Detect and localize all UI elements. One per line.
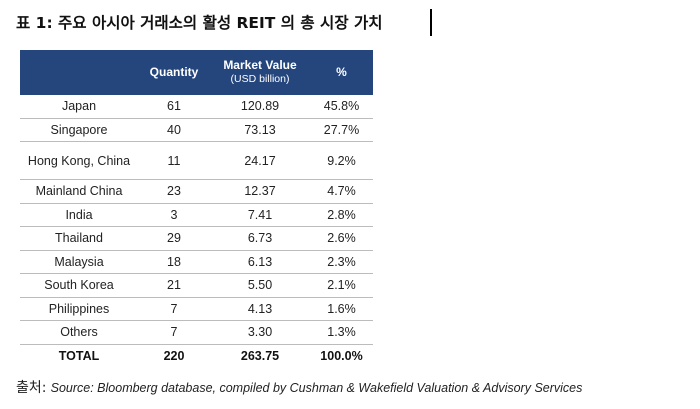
value-cell: 6.13	[210, 250, 310, 274]
header-market-value: Market Value (USD billion)	[210, 50, 310, 95]
percent-cell: 2.3%	[310, 250, 373, 274]
percent-cell: 2.8%	[310, 203, 373, 227]
value-cell: 4.13	[210, 297, 310, 321]
country-cell: India	[20, 203, 138, 227]
table-row: South Korea 21 5.50 2.1%	[20, 273, 373, 298]
percent-cell: 27.7%	[310, 118, 373, 142]
value-cell: 6.73	[210, 226, 310, 251]
value-cell: 73.13	[210, 118, 310, 142]
table-row: Hong Kong, China 11 24.17 9.2%	[20, 141, 373, 180]
source-text: Source: Bloomberg database, compiled by …	[50, 381, 583, 395]
table-row: Others 7 3.30 1.3%	[20, 320, 373, 345]
table-row: Malaysia 18 6.13 2.3%	[20, 250, 373, 274]
value-cell: 12.37	[210, 179, 310, 204]
table-row: Philippines 7 4.13 1.6%	[20, 297, 373, 321]
country-cell: Japan	[20, 95, 138, 119]
percent-cell: 2.6%	[310, 226, 373, 251]
country-cell: Singapore	[20, 118, 138, 142]
value-cell: 24.17	[210, 141, 310, 180]
country-cell: Philippines	[20, 297, 138, 321]
table-row: Mainland China 23 12.37 4.7%	[20, 179, 373, 204]
quantity-cell: 7	[138, 297, 210, 321]
percent-cell: 4.7%	[310, 179, 373, 204]
country-cell: Thailand	[20, 226, 138, 251]
percent-cell: 45.8%	[310, 95, 373, 119]
total-value-cell: 263.75	[210, 343, 310, 367]
quantity-cell: 40	[138, 118, 210, 142]
header-market-value-label: Market Value	[223, 58, 297, 72]
header-market-value-unit: (USD billion)	[230, 73, 290, 85]
quantity-cell: 7	[138, 320, 210, 345]
percent-cell: 1.6%	[310, 297, 373, 321]
quantity-cell: 23	[138, 179, 210, 204]
source-label: 출처:	[16, 380, 47, 396]
total-row: TOTAL 220 263.75 100.0%	[20, 343, 373, 367]
total-percent-cell: 100.0%	[310, 343, 373, 367]
reit-market-value-table: Quantity Market Value (USD billion) % Ja…	[20, 50, 373, 367]
table-row: Thailand 29 6.73 2.6%	[20, 226, 373, 251]
table-row: India 3 7.41 2.8%	[20, 203, 373, 227]
percent-cell: 2.1%	[310, 273, 373, 298]
table-row: Singapore 40 73.13 27.7%	[20, 118, 373, 142]
table-row: Japan 61 120.89 45.8%	[20, 95, 373, 119]
quantity-cell: 61	[138, 95, 210, 119]
total-label-cell: TOTAL	[20, 343, 138, 367]
header-country	[20, 50, 138, 95]
country-cell: Malaysia	[20, 250, 138, 274]
quantity-cell: 3	[138, 203, 210, 227]
percent-cell: 1.3%	[310, 320, 373, 345]
header-quantity: Quantity	[138, 50, 210, 95]
value-cell: 7.41	[210, 203, 310, 227]
table-header-row: Quantity Market Value (USD billion) %	[20, 50, 373, 95]
value-cell: 5.50	[210, 273, 310, 298]
value-cell: 120.89	[210, 95, 310, 119]
quantity-cell: 11	[138, 141, 210, 180]
text-cursor	[430, 9, 432, 36]
source-note: 출처: Source: Bloomberg database, compiled…	[16, 377, 582, 397]
percent-cell: 9.2%	[310, 141, 373, 180]
quantity-cell: 18	[138, 250, 210, 274]
total-quantity-cell: 220	[138, 343, 210, 367]
country-cell: Others	[20, 320, 138, 345]
header-percent: %	[310, 50, 373, 95]
country-cell: Mainland China	[20, 179, 138, 204]
country-cell: South Korea	[20, 273, 138, 298]
quantity-cell: 21	[138, 273, 210, 298]
country-cell: Hong Kong, China	[20, 141, 138, 180]
value-cell: 3.30	[210, 320, 310, 345]
quantity-cell: 29	[138, 226, 210, 251]
table-title: 표 1: 주요 아시아 거래소의 활성 REIT 의 총 시장 가치	[16, 14, 383, 32]
